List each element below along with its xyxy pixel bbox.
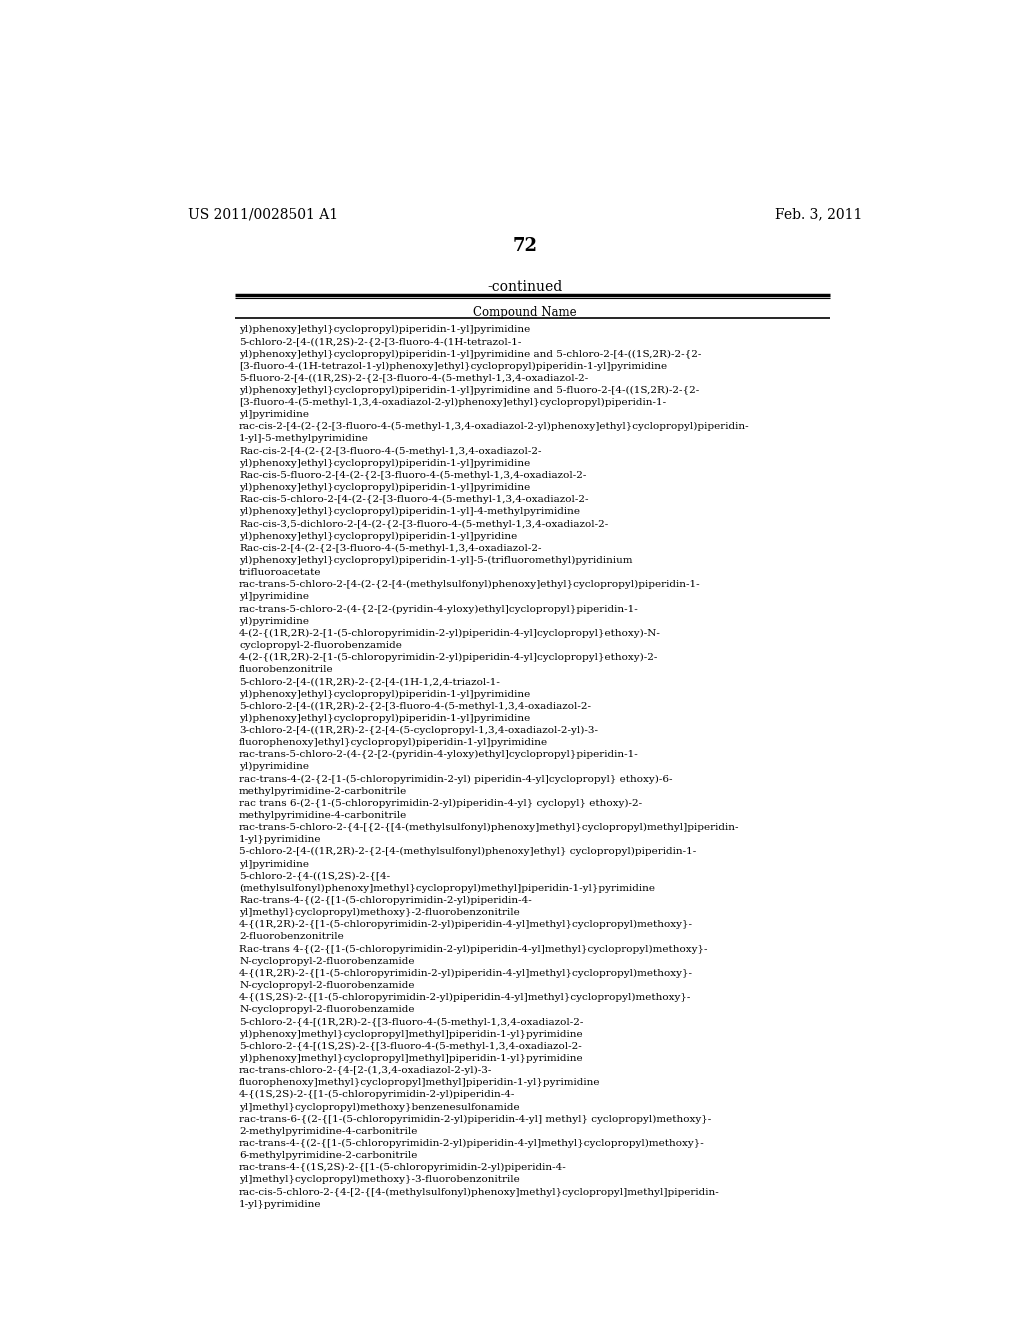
Text: methylpyrimidine-2-carbonitrile: methylpyrimidine-2-carbonitrile (240, 787, 408, 796)
Text: fluorophenoxy]methyl}cyclopropyl]methyl]piperidin-1-yl}pyrimidine: fluorophenoxy]methyl}cyclopropyl]methyl]… (240, 1078, 601, 1088)
Text: 4-(2-{(1R,2R)-2-[1-(5-chloropyrimidin-2-yl)piperidin-4-yl]cyclopropyl}ethoxy)-2-: 4-(2-{(1R,2R)-2-[1-(5-chloropyrimidin-2-… (240, 653, 658, 663)
Text: yl)phenoxy]ethyl}cyclopropyl)piperidin-1-yl]pyrimidine: yl)phenoxy]ethyl}cyclopropyl)piperidin-1… (240, 325, 530, 334)
Text: [3-fluoro-4-(1H-tetrazol-1-yl)phenoxy]ethyl}cyclopropyl)piperidin-1-yl]pyrimidin: [3-fluoro-4-(1H-tetrazol-1-yl)phenoxy]et… (240, 362, 668, 371)
Text: trifluoroacetate: trifluoroacetate (240, 568, 322, 577)
Text: rac-trans-4-{(1S,2S)-2-{[1-(5-chloropyrimidin-2-yl)piperidin-4-: rac-trans-4-{(1S,2S)-2-{[1-(5-chloropyri… (240, 1163, 567, 1172)
Text: 5-chloro-2-[4-((1R,2S)-2-{2-[3-fluoro-4-(1H-tetrazol-1-: 5-chloro-2-[4-((1R,2S)-2-{2-[3-fluoro-4-… (240, 337, 521, 346)
Text: rac-trans-4-{(2-{[1-(5-chloropyrimidin-2-yl)piperidin-4-yl]methyl}cyclopropyl)me: rac-trans-4-{(2-{[1-(5-chloropyrimidin-2… (240, 1139, 705, 1148)
Text: US 2011/0028501 A1: US 2011/0028501 A1 (187, 207, 338, 222)
Text: yl)phenoxy]ethyl}cyclopropyl)piperidin-1-yl]pyrimidine and 5-chloro-2-[4-((1S,2R: yl)phenoxy]ethyl}cyclopropyl)piperidin-1… (240, 350, 701, 359)
Text: rac-trans-5-chloro-2-(4-{2-[2-(pyridin-4-yloxy)ethyl]cyclopropyl}piperidin-1-: rac-trans-5-chloro-2-(4-{2-[2-(pyridin-4… (240, 605, 639, 614)
Text: rac-trans-5-chloro-2-{4-[{2-{[4-(methylsulfonyl)phenoxy]methyl}cyclopropyl)methy: rac-trans-5-chloro-2-{4-[{2-{[4-(methyls… (240, 824, 739, 832)
Text: yl]methyl}cyclopropyl)methoxy}-3-fluorobenzonitrile: yl]methyl}cyclopropyl)methoxy}-3-fluorob… (240, 1175, 520, 1184)
Text: yl)pyrimidine: yl)pyrimidine (240, 763, 309, 771)
Text: N-cyclopropyl-2-fluorobenzamide: N-cyclopropyl-2-fluorobenzamide (240, 1006, 415, 1014)
Text: N-cyclopropyl-2-fluorobenzamide: N-cyclopropyl-2-fluorobenzamide (240, 981, 415, 990)
Text: N-cyclopropyl-2-fluorobenzamide: N-cyclopropyl-2-fluorobenzamide (240, 957, 415, 966)
Text: yl)phenoxy]methyl}cyclopropyl]methyl]piperidin-1-yl}pyrimidine: yl)phenoxy]methyl}cyclopropyl]methyl]pip… (240, 1053, 583, 1063)
Text: yl)phenoxy]ethyl}cyclopropyl)piperidin-1-yl]pyrimidine: yl)phenoxy]ethyl}cyclopropyl)piperidin-1… (240, 714, 530, 723)
Text: yl]methyl}cyclopropyl)methoxy}-2-fluorobenzonitrile: yl]methyl}cyclopropyl)methoxy}-2-fluorob… (240, 908, 520, 917)
Text: rac-trans-4-(2-{2-[1-(5-chloropyrimidin-2-yl) piperidin-4-yl]cyclopropyl} ethoxy: rac-trans-4-(2-{2-[1-(5-chloropyrimidin-… (240, 775, 673, 784)
Text: rac-trans-5-chloro-2-[4-(2-{2-[4-(methylsulfonyl)phenoxy]ethyl}cyclopropyl)piper: rac-trans-5-chloro-2-[4-(2-{2-[4-(methyl… (240, 581, 700, 589)
Text: yl)phenoxy]ethyl}cyclopropyl)piperidin-1-yl]pyrimidine: yl)phenoxy]ethyl}cyclopropyl)piperidin-1… (240, 483, 530, 492)
Text: fluorobenzonitrile: fluorobenzonitrile (240, 665, 334, 675)
Text: 4-{(1R,2R)-2-{[1-(5-chloropyrimidin-2-yl)piperidin-4-yl]methyl}cyclopropyl)metho: 4-{(1R,2R)-2-{[1-(5-chloropyrimidin-2-yl… (240, 920, 693, 929)
Text: Compound Name: Compound Name (473, 306, 577, 318)
Text: Rac-cis-2-[4-(2-{2-[3-fluoro-4-(5-methyl-1,3,4-oxadiazol-2-: Rac-cis-2-[4-(2-{2-[3-fluoro-4-(5-methyl… (240, 446, 542, 455)
Text: yl]pyrimidine: yl]pyrimidine (240, 593, 309, 602)
Text: yl]pyrimidine: yl]pyrimidine (240, 859, 309, 869)
Text: 4-(2-{(1R,2R)-2-[1-(5-chloropyrimidin-2-yl)piperidin-4-yl]cyclopropyl}ethoxy)-N-: 4-(2-{(1R,2R)-2-[1-(5-chloropyrimidin-2-… (240, 628, 660, 638)
Text: rac-cis-2-[4-(2-{2-[3-fluoro-4-(5-methyl-1,3,4-oxadiazol-2-yl)phenoxy]ethyl}cycl: rac-cis-2-[4-(2-{2-[3-fluoro-4-(5-methyl… (240, 422, 750, 432)
Text: rac-trans-6-{(2-{[1-(5-chloropyrimidin-2-yl)piperidin-4-yl] methyl} cyclopropyl): rac-trans-6-{(2-{[1-(5-chloropyrimidin-2… (240, 1114, 712, 1123)
Text: [3-fluoro-4-(5-methyl-1,3,4-oxadiazol-2-yl)phenoxy]ethyl}cyclopropyl)piperidin-1: [3-fluoro-4-(5-methyl-1,3,4-oxadiazol-2-… (240, 397, 667, 407)
Text: yl]methyl}cyclopropyl)methoxy}benzenesulfonamide: yl]methyl}cyclopropyl)methoxy}benzenesul… (240, 1102, 520, 1111)
Text: 4-{(1S,2S)-2-{[1-(5-chloropyrimidin-2-yl)piperidin-4-yl]methyl}cyclopropyl)metho: 4-{(1S,2S)-2-{[1-(5-chloropyrimidin-2-yl… (240, 993, 691, 1002)
Text: fluorophenoxy]ethyl}cyclopropyl)piperidin-1-yl]pyrimidine: fluorophenoxy]ethyl}cyclopropyl)piperidi… (240, 738, 548, 747)
Text: Feb. 3, 2011: Feb. 3, 2011 (775, 207, 862, 222)
Text: cyclopropyl-2-fluorobenzamide: cyclopropyl-2-fluorobenzamide (240, 642, 402, 649)
Text: 5-chloro-2-{4-((1S,2S)-2-{[4-: 5-chloro-2-{4-((1S,2S)-2-{[4- (240, 871, 390, 880)
Text: methylpyrimidine-4-carbonitrile: methylpyrimidine-4-carbonitrile (240, 810, 408, 820)
Text: 2-methylpyrimidine-4-carbonitrile: 2-methylpyrimidine-4-carbonitrile (240, 1127, 418, 1135)
Text: 5-chloro-2-[4-((1R,2R)-2-{2-[4-(methylsulfonyl)phenoxy]ethyl} cyclopropyl)piperi: 5-chloro-2-[4-((1R,2R)-2-{2-[4-(methylsu… (240, 847, 696, 857)
Text: yl)phenoxy]methyl}cyclopropyl]methyl]piperidin-1-yl}pyrimidine: yl)phenoxy]methyl}cyclopropyl]methyl]pip… (240, 1030, 583, 1039)
Text: Rac-trans-4-{(2-{[1-(5-chloropyrimidin-2-yl)piperidin-4-: Rac-trans-4-{(2-{[1-(5-chloropyrimidin-2… (240, 896, 531, 906)
Text: Rac-cis-5-fluoro-2-[4-(2-{2-[3-fluoro-4-(5-methyl-1,3,4-oxadiazol-2-: Rac-cis-5-fluoro-2-[4-(2-{2-[3-fluoro-4-… (240, 471, 587, 480)
Text: 5-chloro-2-[4-((1R,2R)-2-{2-[3-fluoro-4-(5-methyl-1,3,4-oxadiazol-2-: 5-chloro-2-[4-((1R,2R)-2-{2-[3-fluoro-4-… (240, 702, 591, 710)
Text: yl)pyrimidine: yl)pyrimidine (240, 616, 309, 626)
Text: yl)phenoxy]ethyl}cyclopropyl)piperidin-1-yl]-5-(trifluoromethyl)pyridinium: yl)phenoxy]ethyl}cyclopropyl)piperidin-1… (240, 556, 633, 565)
Text: 1-yl}pyrimidine: 1-yl}pyrimidine (240, 1200, 322, 1209)
Text: 5-chloro-2-{4-[(1R,2R)-2-{[3-fluoro-4-(5-methyl-1,3,4-oxadiazol-2-: 5-chloro-2-{4-[(1R,2R)-2-{[3-fluoro-4-(5… (240, 1018, 584, 1027)
Text: yl]pyrimidine: yl]pyrimidine (240, 411, 309, 420)
Text: 5-chloro-2-{4-[(1S,2S)-2-{[3-fluoro-4-(5-methyl-1,3,4-oxadiazol-2-: 5-chloro-2-{4-[(1S,2S)-2-{[3-fluoro-4-(5… (240, 1041, 582, 1051)
Text: 5-chloro-2-[4-((1R,2R)-2-{2-[4-(1H-1,2,4-triazol-1-: 5-chloro-2-[4-((1R,2R)-2-{2-[4-(1H-1,2,4… (240, 677, 500, 686)
Text: Rac-cis-5-chloro-2-[4-(2-{2-[3-fluoro-4-(5-methyl-1,3,4-oxadiazol-2-: Rac-cis-5-chloro-2-[4-(2-{2-[3-fluoro-4-… (240, 495, 589, 504)
Text: 2-fluorobenzonitrile: 2-fluorobenzonitrile (240, 932, 344, 941)
Text: 1-yl}pyrimidine: 1-yl}pyrimidine (240, 836, 322, 845)
Text: -continued: -continued (487, 280, 562, 294)
Text: yl)phenoxy]ethyl}cyclopropyl)piperidin-1-yl]pyrimidine: yl)phenoxy]ethyl}cyclopropyl)piperidin-1… (240, 458, 530, 467)
Text: yl)phenoxy]ethyl}cyclopropyl)piperidin-1-yl]-4-methylpyrimidine: yl)phenoxy]ethyl}cyclopropyl)piperidin-1… (240, 507, 581, 516)
Text: Rac-cis-2-[4-(2-{2-[3-fluoro-4-(5-methyl-1,3,4-oxadiazol-2-: Rac-cis-2-[4-(2-{2-[3-fluoro-4-(5-methyl… (240, 544, 542, 553)
Text: rac trans 6-(2-{1-(5-chloropyrimidin-2-yl)piperidin-4-yl} cyclopyl} ethoxy)-2-: rac trans 6-(2-{1-(5-chloropyrimidin-2-y… (240, 799, 642, 808)
Text: yl)phenoxy]ethyl}cyclopropyl)piperidin-1-yl]pyrimidine and 5-fluoro-2-[4-((1S,2R: yl)phenoxy]ethyl}cyclopropyl)piperidin-1… (240, 385, 699, 395)
Text: rac-trans-5-chloro-2-(4-{2-[2-(pyridin-4-yloxy)ethyl]cyclopropyl}piperidin-1-: rac-trans-5-chloro-2-(4-{2-[2-(pyridin-4… (240, 750, 639, 759)
Text: 72: 72 (512, 236, 538, 255)
Text: 3-chloro-2-[4-((1R,2R)-2-{2-[4-(5-cyclopropyl-1,3,4-oxadiazol-2-yl)-3-: 3-chloro-2-[4-((1R,2R)-2-{2-[4-(5-cyclop… (240, 726, 598, 735)
Text: rac-trans-chloro-2-{4-[2-(1,3,4-oxadiazol-2-yl)-3-: rac-trans-chloro-2-{4-[2-(1,3,4-oxadiazo… (240, 1067, 493, 1074)
Text: 4-{(1R,2R)-2-{[1-(5-chloropyrimidin-2-yl)piperidin-4-yl]methyl}cyclopropyl)metho: 4-{(1R,2R)-2-{[1-(5-chloropyrimidin-2-yl… (240, 969, 693, 978)
Text: 1-yl]-5-methylpyrimidine: 1-yl]-5-methylpyrimidine (240, 434, 369, 444)
Text: yl)phenoxy]ethyl}cyclopropyl)piperidin-1-yl]pyrimidine: yl)phenoxy]ethyl}cyclopropyl)piperidin-1… (240, 689, 530, 698)
Text: (methylsulfonyl)phenoxy]methyl}cyclopropyl)methyl]piperidin-1-yl}pyrimidine: (methylsulfonyl)phenoxy]methyl}cycloprop… (240, 884, 655, 892)
Text: Rac-cis-3,5-dichloro-2-[4-(2-{2-[3-fluoro-4-(5-methyl-1,3,4-oxadiazol-2-: Rac-cis-3,5-dichloro-2-[4-(2-{2-[3-fluor… (240, 520, 608, 528)
Text: yl)phenoxy]ethyl}cyclopropyl)piperidin-1-yl]pyridine: yl)phenoxy]ethyl}cyclopropyl)piperidin-1… (240, 532, 517, 541)
Text: 5-fluoro-2-[4-((1R,2S)-2-{2-[3-fluoro-4-(5-methyl-1,3,4-oxadiazol-2-: 5-fluoro-2-[4-((1R,2S)-2-{2-[3-fluoro-4-… (240, 374, 589, 383)
Text: 4-{(1S,2S)-2-{[1-(5-chloropyrimidin-2-yl)piperidin-4-: 4-{(1S,2S)-2-{[1-(5-chloropyrimidin-2-yl… (240, 1090, 515, 1100)
Text: Rac-trans 4-{(2-{[1-(5-chloropyrimidin-2-yl)piperidin-4-yl]methyl}cyclopropyl)me: Rac-trans 4-{(2-{[1-(5-chloropyrimidin-2… (240, 945, 708, 953)
Text: rac-cis-5-chloro-2-{4-[2-{[4-(methylsulfonyl)phenoxy]methyl}cyclopropyl]methyl]p: rac-cis-5-chloro-2-{4-[2-{[4-(methylsulf… (240, 1188, 720, 1196)
Text: 6-methylpyrimidine-2-carbonitrile: 6-methylpyrimidine-2-carbonitrile (240, 1151, 418, 1160)
